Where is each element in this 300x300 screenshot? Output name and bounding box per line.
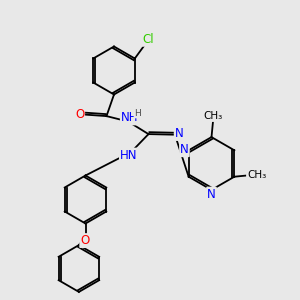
- Text: CH₃: CH₃: [203, 111, 223, 121]
- Text: H: H: [134, 109, 141, 118]
- Text: Cl: Cl: [142, 33, 154, 46]
- Text: NH: NH: [121, 111, 138, 124]
- Text: O: O: [80, 234, 89, 247]
- Text: HN: HN: [120, 148, 137, 162]
- Text: CH₃: CH₃: [247, 170, 266, 180]
- Text: N: N: [180, 143, 189, 156]
- Text: N: N: [175, 127, 184, 140]
- Text: O: O: [75, 108, 84, 121]
- Text: N: N: [207, 188, 216, 201]
